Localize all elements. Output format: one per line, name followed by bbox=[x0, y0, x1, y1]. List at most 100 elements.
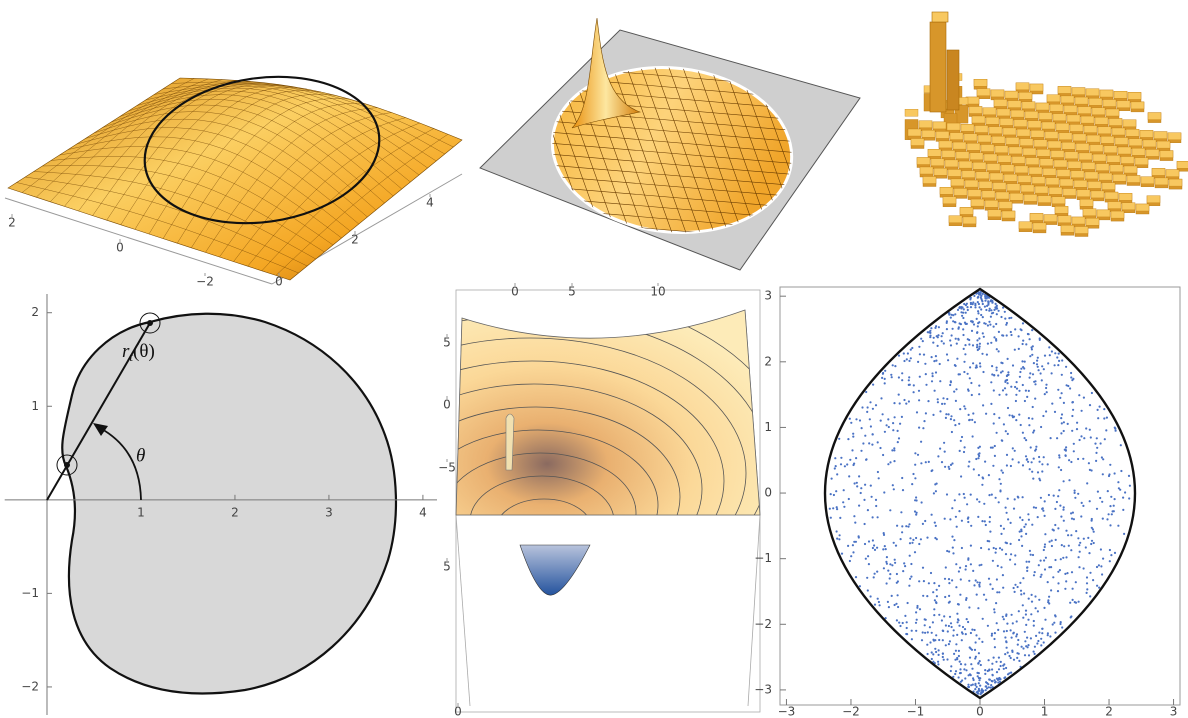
block-top bbox=[1033, 139, 1048, 148]
sample-dot bbox=[979, 291, 982, 294]
sample-dot bbox=[923, 624, 926, 627]
sample-dot bbox=[1065, 529, 1068, 532]
sample-dot bbox=[1009, 542, 1012, 546]
sample-dot bbox=[1026, 569, 1029, 573]
sample-dot bbox=[997, 628, 1000, 632]
block-top bbox=[1030, 130, 1045, 138]
sample-dot bbox=[1100, 565, 1103, 568]
sample-dot bbox=[990, 402, 993, 405]
sample-dot bbox=[1077, 537, 1080, 540]
block-top bbox=[921, 129, 936, 138]
sample-dot bbox=[889, 509, 892, 512]
sample-dot bbox=[1053, 364, 1056, 367]
sample-dot bbox=[1109, 505, 1112, 508]
y-tick-label: 4 bbox=[426, 196, 434, 210]
angle-arc bbox=[99, 427, 142, 501]
sample-dot bbox=[904, 565, 907, 568]
sample-dot bbox=[1022, 616, 1025, 619]
block-top bbox=[1064, 151, 1079, 159]
arrowhead bbox=[93, 423, 108, 436]
sample-dot bbox=[897, 354, 901, 357]
block-top bbox=[1074, 96, 1089, 105]
sample-dot bbox=[978, 384, 981, 387]
marker-dot bbox=[64, 462, 70, 468]
sample-dot bbox=[993, 646, 997, 649]
sample-dot bbox=[1008, 317, 1011, 320]
sample-dot bbox=[991, 301, 994, 304]
sample-dot bbox=[923, 420, 926, 423]
sample-dot bbox=[974, 688, 977, 691]
mesh-line bbox=[500, 249, 860, 279]
sample-dot bbox=[1062, 506, 1065, 509]
sample-dot bbox=[997, 330, 1001, 333]
sample-dot bbox=[915, 536, 918, 540]
sample-dot bbox=[1060, 413, 1064, 416]
y-tick-label: −1 bbox=[754, 551, 772, 565]
block-top bbox=[1080, 115, 1095, 124]
sample-dot bbox=[1030, 461, 1033, 464]
block-top bbox=[1060, 95, 1075, 104]
block-top bbox=[1035, 102, 1050, 111]
sample-dot bbox=[1114, 427, 1117, 430]
sample-dot bbox=[901, 379, 904, 382]
sample-dot bbox=[1018, 530, 1021, 533]
sample-dot bbox=[971, 628, 974, 631]
sample-dot bbox=[1031, 470, 1034, 473]
sample-dot bbox=[1009, 464, 1013, 468]
sample-dot bbox=[1082, 567, 1085, 570]
sample-dot bbox=[859, 491, 862, 495]
radius-line bbox=[46, 322, 151, 501]
sample-dot bbox=[980, 563, 983, 566]
block-top bbox=[1105, 108, 1120, 117]
sample-dot bbox=[904, 614, 907, 618]
mesh-line bbox=[111, 99, 394, 197]
sample-dot bbox=[935, 335, 938, 338]
mesh-line bbox=[261, 128, 434, 271]
y-tick-label: 1 bbox=[764, 420, 772, 434]
sample-dot bbox=[914, 499, 917, 502]
sample-dot bbox=[1038, 598, 1041, 601]
sample-dot bbox=[1110, 495, 1113, 498]
sample-dot bbox=[1020, 593, 1023, 596]
block-top bbox=[1018, 221, 1033, 229]
sample-dot bbox=[1000, 532, 1003, 536]
sample-dot bbox=[1059, 558, 1062, 561]
sample-dot bbox=[993, 308, 996, 311]
sample-dot bbox=[913, 551, 917, 554]
sample-dot bbox=[962, 347, 965, 350]
sample-dot bbox=[876, 546, 879, 549]
marker-ring bbox=[139, 312, 161, 334]
sample-dot bbox=[848, 475, 851, 478]
block-top bbox=[939, 186, 954, 195]
sample-dot bbox=[864, 483, 867, 486]
sample-dot bbox=[1109, 463, 1112, 466]
sample-dot bbox=[952, 629, 955, 632]
sample-dot bbox=[889, 461, 892, 464]
sample-dot bbox=[1001, 574, 1005, 577]
sample-dot bbox=[933, 360, 936, 363]
block-top bbox=[1014, 165, 1029, 174]
sample-dot bbox=[975, 317, 978, 320]
sample-dot bbox=[1122, 508, 1125, 511]
sample-dot bbox=[1059, 396, 1062, 399]
block-top bbox=[1107, 201, 1122, 209]
sample-dot bbox=[852, 432, 855, 435]
block-top bbox=[991, 135, 1006, 144]
sample-dot bbox=[1034, 595, 1037, 598]
sample-dot bbox=[1005, 334, 1008, 337]
radius-argument: (θ) bbox=[133, 341, 155, 362]
sample-dot bbox=[936, 401, 940, 404]
sample-dot bbox=[918, 542, 921, 546]
sample-dot bbox=[955, 388, 958, 391]
sample-dot bbox=[1085, 591, 1088, 595]
sample-dot bbox=[957, 337, 960, 340]
sample-dot bbox=[896, 429, 899, 432]
sample-dot bbox=[1045, 410, 1048, 413]
sample-dot bbox=[1029, 637, 1032, 640]
block-top bbox=[947, 169, 962, 177]
block-top bbox=[976, 88, 991, 96]
sample-dot bbox=[1059, 621, 1062, 624]
sample-dot bbox=[978, 345, 981, 348]
sample-dot bbox=[1015, 635, 1018, 638]
sample-dot bbox=[990, 309, 993, 312]
